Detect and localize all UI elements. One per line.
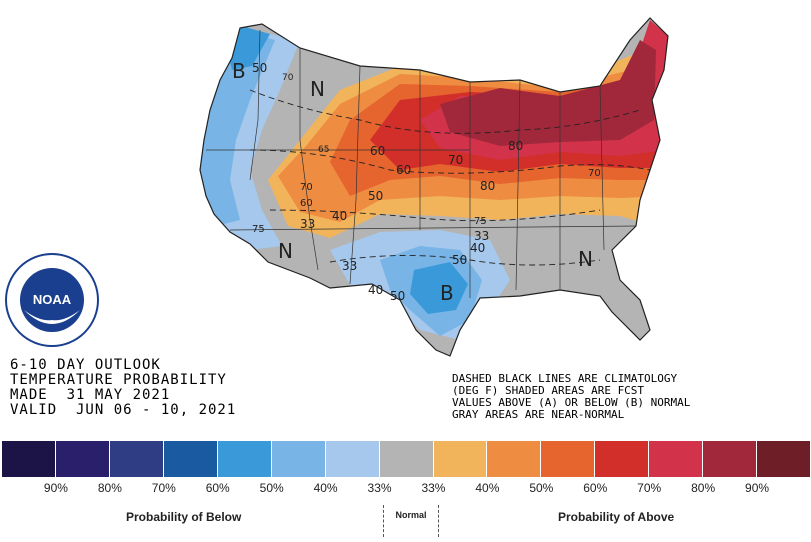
contour-label: 70 [300, 182, 313, 193]
legend-color-bar [2, 441, 811, 477]
contour-label: 50 [452, 253, 467, 267]
legend-swatch [703, 441, 758, 477]
legend-label: 80% [691, 481, 716, 495]
category-letter: B [440, 281, 454, 305]
outlook-header: 6-10 DAY OUTLOOK TEMPERATURE PROBABILITY… [10, 358, 236, 418]
legend-labels: 90% 80% 70% 60% 50% 40% 33% 33% 40% 50% 60% 70% 80% 9… [2, 481, 811, 497]
contour-label: 50 [390, 289, 405, 303]
legend-swatch [757, 441, 811, 477]
legend-swatch [325, 441, 380, 477]
outlook-map: 50 60 65 70 80 60 70 80 70 60 50 40 33 7… [199, 17, 669, 357]
legend-swatch [55, 441, 110, 477]
note-line: (DEG F) SHADED AREAS ARE FCST [452, 384, 645, 397]
legend-label: 33% [421, 481, 446, 495]
legend-label: 50% [529, 481, 554, 495]
contour-label: 70 [588, 168, 601, 179]
legend-label: 40% [475, 481, 500, 495]
normal-caption: Normal [383, 505, 439, 537]
legend-label: 70% [151, 481, 176, 495]
noaa-logo-text: NOAA [33, 292, 72, 307]
noaa-logo: NOAA [5, 253, 99, 347]
legend-label: 33% [367, 481, 392, 495]
contour-label: 70 [448, 153, 463, 167]
contour-label: 50 [368, 189, 383, 203]
contour-label: 33 [300, 217, 315, 231]
legend-swatch [595, 441, 650, 477]
contour-label: 70 [282, 73, 294, 83]
contour-label: 60 [396, 163, 411, 177]
legend-label: 40% [313, 481, 338, 495]
outlook-notes: DASHED BLACK LINES ARE CLIMATOLOGY (DEG … [452, 373, 690, 421]
note-line: GRAY AREAS ARE NEAR-NORMAL [452, 408, 625, 421]
contour-label: 75 [474, 216, 487, 227]
contour-label: 75 [252, 224, 265, 235]
legend-label: 70% [637, 481, 662, 495]
note-line: DASHED BLACK LINES ARE CLIMATOLOGY [452, 372, 678, 385]
contour-label: 40 [470, 241, 485, 255]
legend-label: 90% [43, 481, 68, 495]
contour-label: 60 [300, 198, 313, 209]
outlook-title: 6-10 DAY OUTLOOK [10, 357, 161, 373]
legend-swatch [649, 441, 704, 477]
category-letter: N [578, 247, 593, 271]
legend-label: 60% [583, 481, 608, 495]
legend-swatch [2, 441, 56, 477]
contour-label: 33 [342, 259, 357, 273]
category-letter: N [278, 239, 293, 263]
contour-label: 40 [368, 283, 383, 297]
category-letter: B [232, 59, 246, 83]
legend-label: 90% [745, 481, 770, 495]
contour-label: 65 [318, 145, 329, 155]
legend-label: 80% [97, 481, 122, 495]
legend-swatch [487, 441, 542, 477]
category-letter: N [310, 77, 325, 101]
legend-swatch [541, 441, 596, 477]
legend-swatch [163, 441, 218, 477]
contour-label: 33 [474, 229, 489, 243]
below-caption: Probability of Below [126, 510, 242, 524]
contour-label: 50 [252, 61, 267, 75]
outlook-valid-range: VALID JUN 06 - 10, 2021 [10, 402, 237, 418]
outlook-made-date: MADE 31 MAY 2021 [10, 387, 171, 403]
contour-label: 40 [332, 209, 347, 223]
contour-label: 80 [508, 139, 523, 153]
legend-swatch [433, 441, 488, 477]
legend-swatch [109, 441, 164, 477]
legend-swatch [217, 441, 272, 477]
contour-label: 80 [480, 179, 495, 193]
legend-swatch [379, 441, 434, 477]
legend-label: 50% [259, 481, 284, 495]
outlook-subtitle: TEMPERATURE PROBABILITY [10, 372, 227, 388]
contour-label: 60 [370, 144, 385, 158]
legend-swatch [271, 441, 326, 477]
above-caption: Probability of Above [558, 510, 675, 524]
legend-label: 60% [205, 481, 230, 495]
note-line: VALUES ABOVE (A) OR BELOW (B) NORMAL [452, 396, 691, 409]
